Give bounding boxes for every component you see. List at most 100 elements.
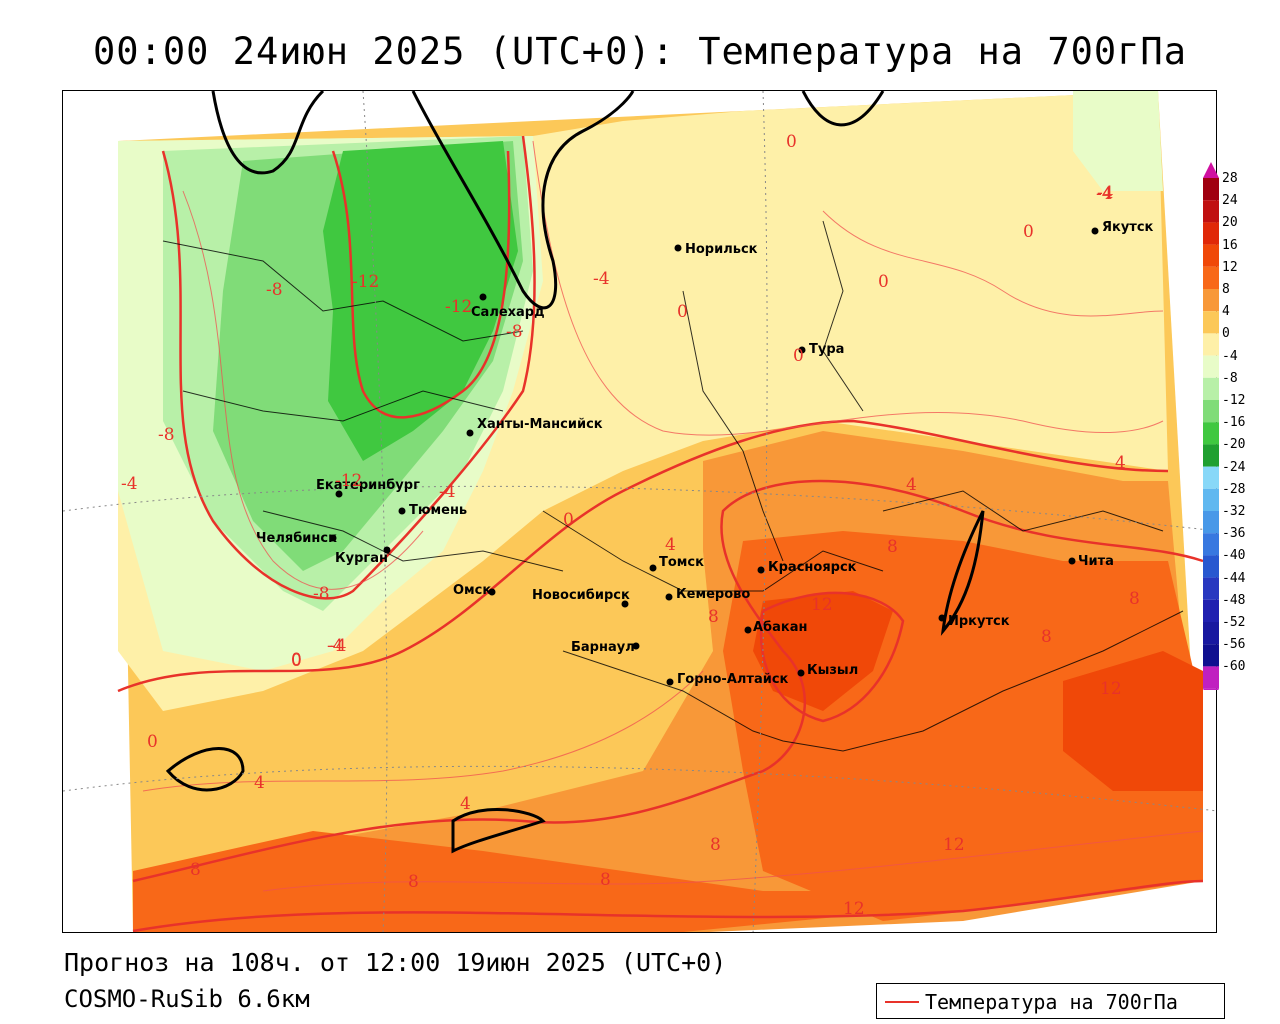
city-kemerovo[interactable]: Кемерово [665, 587, 751, 602]
scale-tick-label: -20 [1222, 437, 1246, 453]
isotherm-label: 8 [708, 607, 719, 627]
city-gorno-altaysk[interactable]: Горно-Алтайск [666, 672, 789, 687]
isotherm-label: -4 [1097, 183, 1114, 203]
city-markers: Норильск Якутск Салехард Тура Ханты-Манс… [256, 220, 1154, 687]
scale-tick-label: -4 [1222, 348, 1238, 364]
scale-color-block [1203, 511, 1219, 534]
scale-tick-label: 12 [1222, 259, 1238, 275]
svg-text:Горно-Алтайск: Горно-Алтайск [677, 672, 789, 687]
svg-text:Красноярск: Красноярск [768, 560, 857, 575]
isotherm-label: 12 [1100, 679, 1122, 699]
scale-tick-label: 4 [1222, 304, 1230, 320]
temperature-map[interactable]: Норильск Якутск Салехард Тура Ханты-Манс… [62, 90, 1217, 933]
scale-top-arrow [1203, 162, 1219, 178]
city-chelyabinsk[interactable]: Челябинск [256, 531, 337, 546]
color-scale: 28 24 20 16 12 8 4 0 -4 -8 -12 -16 -20 -24 -28 -32 -36 -4… [1200, 160, 1280, 690]
scale-color-block [1203, 266, 1219, 289]
region-borders [162, 220, 1184, 752]
city-krasnoyarsk[interactable]: Красноярск [757, 560, 857, 575]
scale-color-block [1203, 666, 1219, 689]
scale-tick-label: -52 [1222, 615, 1246, 630]
map-canvas: Норильск Якутск Салехард Тура Ханты-Манс… [63, 91, 1216, 932]
isotherm-label: 0 [291, 651, 302, 671]
city-chita[interactable]: Чита [1068, 554, 1114, 569]
isotherm-label: 8 [600, 870, 611, 890]
city-yekaterinburg[interactable]: Екатеринбург [316, 478, 420, 498]
city-yakutsk[interactable]: Якутск [1091, 220, 1154, 235]
cold-patch-ne [1073, 91, 1163, 191]
color-scale-bar [1203, 162, 1219, 690]
city-khanty-mansiysk[interactable]: Ханты-Мансийск [466, 417, 603, 437]
city-novosibirsk[interactable]: Новосибирск [532, 588, 630, 608]
svg-text:Тура: Тура [809, 342, 844, 357]
city-omsk[interactable]: Омск [453, 583, 496, 598]
scale-color-block [1203, 377, 1219, 400]
svg-text:Норильск: Норильск [685, 242, 758, 257]
scale-color-block [1203, 311, 1219, 334]
scale-tick-label: -16 [1222, 415, 1246, 431]
scale-color-block [1203, 244, 1219, 267]
scale-color-block [1203, 422, 1219, 445]
coastline-lines [165, 91, 985, 854]
svg-text:Чита: Чита [1078, 554, 1114, 569]
isotherm-label: 12 [843, 899, 865, 919]
city-kyzyl[interactable]: Кызыл [797, 663, 859, 678]
map-title: 00:00 24июн 2025 (UTC+0): Температура на… [93, 30, 1187, 73]
svg-text:Тюмень: Тюмень [409, 503, 467, 518]
isotherm-label: 0 [563, 510, 574, 530]
scale-tick-label: -8 [1222, 370, 1238, 386]
minor-isotherms [142, 140, 1204, 892]
scale-color-block [1203, 222, 1219, 245]
scale-color-block [1203, 622, 1219, 645]
svg-text:Екатеринбург: Екатеринбург [316, 478, 420, 493]
scale-color-block [1203, 333, 1219, 356]
scale-color-block [1203, 599, 1219, 622]
isotherm-label: -8 [266, 280, 283, 300]
city-norilsk[interactable]: Норильск [674, 242, 758, 257]
svg-text:Курган: Курган [335, 551, 388, 566]
scale-tick-label: -32 [1222, 504, 1246, 519]
legend-line-swatch [885, 1001, 919, 1003]
scale-tick-label: -40 [1222, 548, 1246, 564]
scale-tick-label: 24 [1222, 193, 1238, 209]
scale-color-block [1203, 644, 1219, 667]
city-salekhard[interactable]: Салехард [471, 293, 545, 321]
isotherm-label: 0 [677, 302, 688, 322]
scale-color-block [1203, 200, 1219, 223]
svg-text:Абакан: Абакан [753, 620, 808, 635]
isotherm-label: 8 [710, 835, 721, 855]
svg-text:Томск: Томск [659, 555, 704, 570]
isotherm-label: -4 [439, 482, 456, 502]
city-abakan[interactable]: Абакан [744, 620, 808, 635]
city-barnaul[interactable]: Барнаул [571, 640, 640, 655]
scale-color-block [1203, 555, 1219, 578]
model-name: COSMO-RuSib 6.6км [64, 985, 310, 1013]
city-irkutsk[interactable]: Иркутск [938, 614, 1010, 629]
scale-tick-label: -24 [1222, 459, 1246, 475]
isotherm-label: -12 [352, 272, 379, 292]
scale-tick-label: 0 [1222, 326, 1230, 342]
hot-spot-east [1063, 651, 1203, 791]
svg-text:Новосибирск: Новосибирск [532, 588, 630, 603]
city-tyumen[interactable]: Тюмень [398, 503, 468, 518]
svg-text:Омск: Омск [453, 583, 491, 598]
city-kurgan[interactable]: Курган [335, 546, 391, 567]
isotherm-label: 8 [408, 872, 419, 892]
city-tomsk[interactable]: Томск [649, 555, 705, 572]
isotherm-label: 0 [793, 346, 804, 366]
svg-text:Салехард: Салехард [471, 305, 545, 320]
scale-tick-label: -60 [1222, 659, 1246, 675]
scale-tick-label: 8 [1222, 282, 1230, 297]
scale-tick-label: -12 [1222, 393, 1246, 408]
city-tura[interactable]: Тура [798, 342, 845, 357]
scale-color-block [1203, 533, 1219, 556]
svg-text:Иркутск: Иркутск [948, 614, 1010, 629]
isotherm-label: 4 [665, 535, 676, 555]
isotherm-label: 0 [786, 132, 797, 152]
green-dark-zone [323, 141, 518, 461]
isotherm-label: -4 [330, 636, 347, 656]
svg-text:Барнаул: Барнаул [571, 640, 635, 655]
scale-color-block [1203, 400, 1219, 423]
scale-color-block [1203, 444, 1219, 467]
isotherm-label: 4 [254, 773, 265, 793]
